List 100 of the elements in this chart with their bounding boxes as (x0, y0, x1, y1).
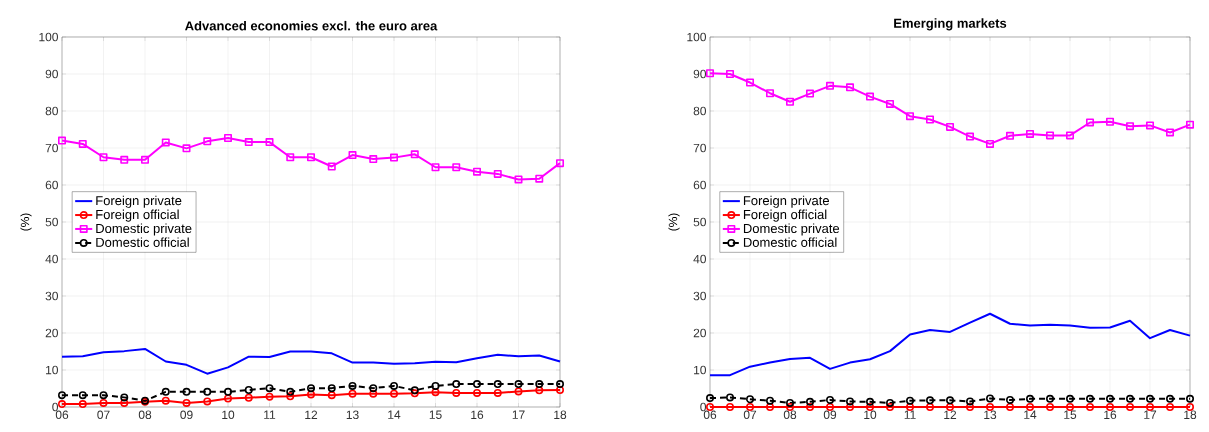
point (369, 384, 378, 393)
point (265, 392, 274, 401)
point (1146, 394, 1155, 403)
point (141, 155, 150, 164)
point (1006, 131, 1015, 140)
point (535, 380, 544, 389)
point (535, 174, 544, 183)
point (846, 83, 855, 92)
point (1166, 403, 1175, 411)
point (120, 155, 129, 164)
point (203, 397, 212, 406)
point (726, 70, 735, 78)
point (327, 384, 336, 393)
point (706, 69, 715, 78)
point (786, 398, 795, 407)
point (348, 389, 357, 398)
y-tick-label: 10 (694, 365, 707, 375)
y-tick-label: 60 (45, 180, 59, 190)
x-tick-label: 15 (1064, 410, 1077, 419)
point (1126, 394, 1135, 403)
point (1046, 394, 1055, 403)
y-axis-title: (%) (20, 213, 32, 231)
x-tick-label: 10 (222, 410, 235, 420)
point (369, 389, 378, 398)
point (99, 398, 108, 407)
x-tick-label: 07 (97, 410, 110, 420)
point (1066, 131, 1075, 140)
point (886, 398, 895, 407)
point (1066, 394, 1075, 403)
point (1046, 403, 1055, 411)
x-tick-label: 14 (388, 410, 401, 419)
point (866, 397, 875, 406)
x-tick-label: 06 (703, 410, 717, 420)
point (1086, 394, 1095, 403)
x-tick-label: 09 (180, 410, 193, 420)
point (307, 153, 316, 162)
point (182, 398, 191, 407)
point (535, 386, 544, 395)
point (986, 394, 995, 403)
y-tick-label: 80 (45, 106, 59, 116)
x-tick-label: 06 (55, 410, 69, 420)
x-tick-label: 08 (783, 410, 797, 420)
point (224, 394, 232, 403)
point (348, 381, 357, 390)
line-series (61, 347, 562, 375)
point (224, 387, 232, 396)
y-tick-label: 30 (693, 291, 707, 301)
point (473, 388, 482, 397)
point (327, 391, 336, 400)
point (766, 403, 775, 411)
point (182, 387, 191, 396)
point (244, 393, 253, 402)
y-tick-label: 60 (693, 180, 707, 190)
point (514, 387, 523, 396)
point (99, 153, 108, 162)
legend-label: Foreign private (96, 195, 182, 208)
point (182, 144, 191, 153)
point (1146, 121, 1155, 130)
point (431, 381, 440, 390)
point (203, 137, 212, 146)
point (244, 385, 253, 394)
legend-label: Domestic private (743, 223, 840, 236)
point (556, 380, 565, 389)
point (846, 403, 855, 411)
point (493, 169, 502, 178)
y-tick-label: 90 (45, 69, 59, 79)
chart-title: Advanced economies excl. the euro area (185, 20, 438, 31)
point (493, 388, 502, 397)
point (1166, 128, 1175, 137)
point (307, 384, 316, 393)
point (369, 155, 378, 164)
point (203, 387, 212, 396)
point (514, 380, 523, 389)
point (826, 395, 835, 404)
y-tick-label: 50 (693, 217, 707, 227)
x-tick-label: 14 (1024, 410, 1037, 419)
point (224, 134, 232, 143)
y-tick-label: 100 (687, 32, 707, 42)
point (746, 78, 755, 87)
point (410, 150, 419, 159)
point (307, 390, 316, 399)
point (265, 384, 274, 393)
point (946, 396, 955, 405)
legend-label: Domestic private (96, 223, 192, 236)
point (78, 139, 87, 148)
point (1106, 394, 1115, 403)
point (866, 92, 875, 101)
point (493, 380, 502, 389)
point (473, 380, 482, 389)
point (120, 393, 129, 402)
x-tick-label: 08 (138, 410, 152, 420)
point (1086, 403, 1095, 411)
point (286, 387, 295, 396)
x-tick-label: 09 (823, 410, 837, 420)
x-tick-label: 17 (1144, 410, 1157, 419)
point (1106, 117, 1115, 126)
x-tick-label: 12 (944, 410, 957, 419)
point (452, 163, 461, 172)
point (161, 387, 170, 396)
point (786, 97, 795, 106)
